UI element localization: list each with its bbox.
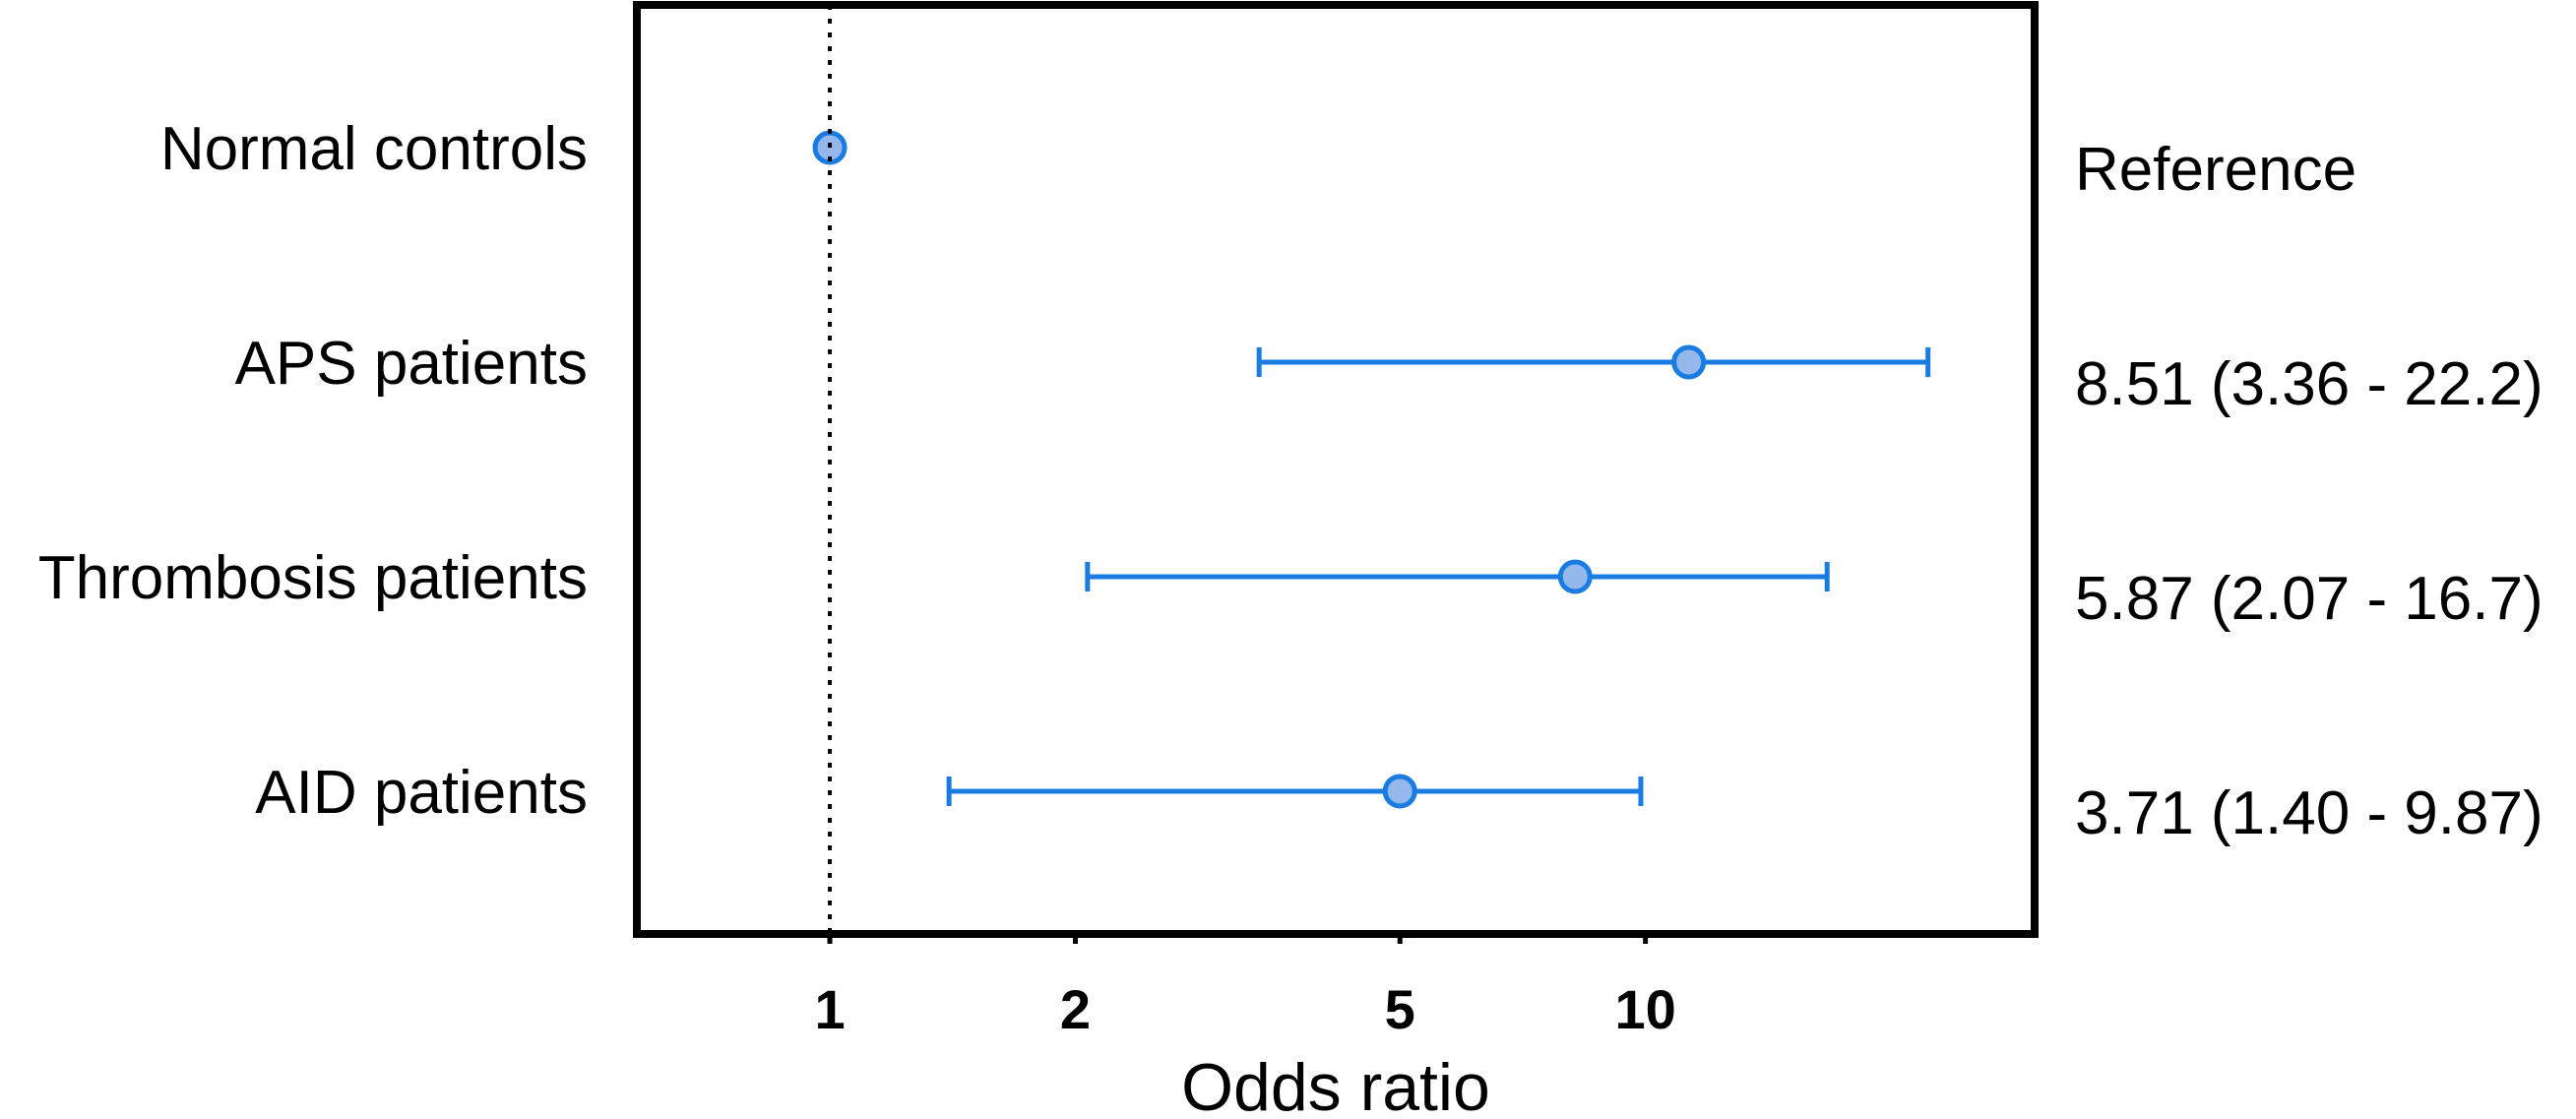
point-estimate bbox=[1382, 774, 1417, 809]
forest-row: Normal controls Reference bbox=[160, 115, 2356, 204]
estimate-label: Reference bbox=[2075, 136, 2356, 204]
plot-frame bbox=[633, 1, 2039, 938]
category-label: Normal controls bbox=[160, 115, 588, 183]
x-axis: 1 2 5 10 bbox=[814, 934, 1676, 1040]
estimate-label: 3.71 (1.40 - 9.87) bbox=[2075, 779, 2544, 847]
x-tick-label: 10 bbox=[1614, 978, 1675, 1040]
forest-row: APS patients 8.51 (3.36 - 22.2) bbox=[235, 330, 2544, 418]
x-tick-label: 5 bbox=[1385, 978, 1415, 1040]
point-estimate bbox=[1557, 559, 1593, 594]
x-tick-label: 1 bbox=[814, 978, 845, 1040]
forest-rows: Normal controls Reference APS patients 8.51… bbox=[38, 115, 2544, 847]
category-label: Thrombosis patients bbox=[38, 544, 588, 612]
x-axis-title: Odds ratio bbox=[1181, 1050, 1490, 1119]
category-label: APS patients bbox=[235, 330, 588, 398]
estimate-label: 8.51 (3.36 - 22.2) bbox=[2075, 350, 2544, 418]
estimate-label: 5.87 (2.07 - 16.7) bbox=[2075, 565, 2544, 633]
forest-row: Thrombosis patients 5.87 (2.07 - 16.7) bbox=[38, 544, 2544, 633]
point-estimate bbox=[1671, 344, 1707, 380]
forest-row: AID patients 3.71 (1.40 - 9.87) bbox=[255, 759, 2543, 847]
x-tick-label: 2 bbox=[1060, 978, 1091, 1040]
category-label: AID patients bbox=[255, 759, 588, 827]
